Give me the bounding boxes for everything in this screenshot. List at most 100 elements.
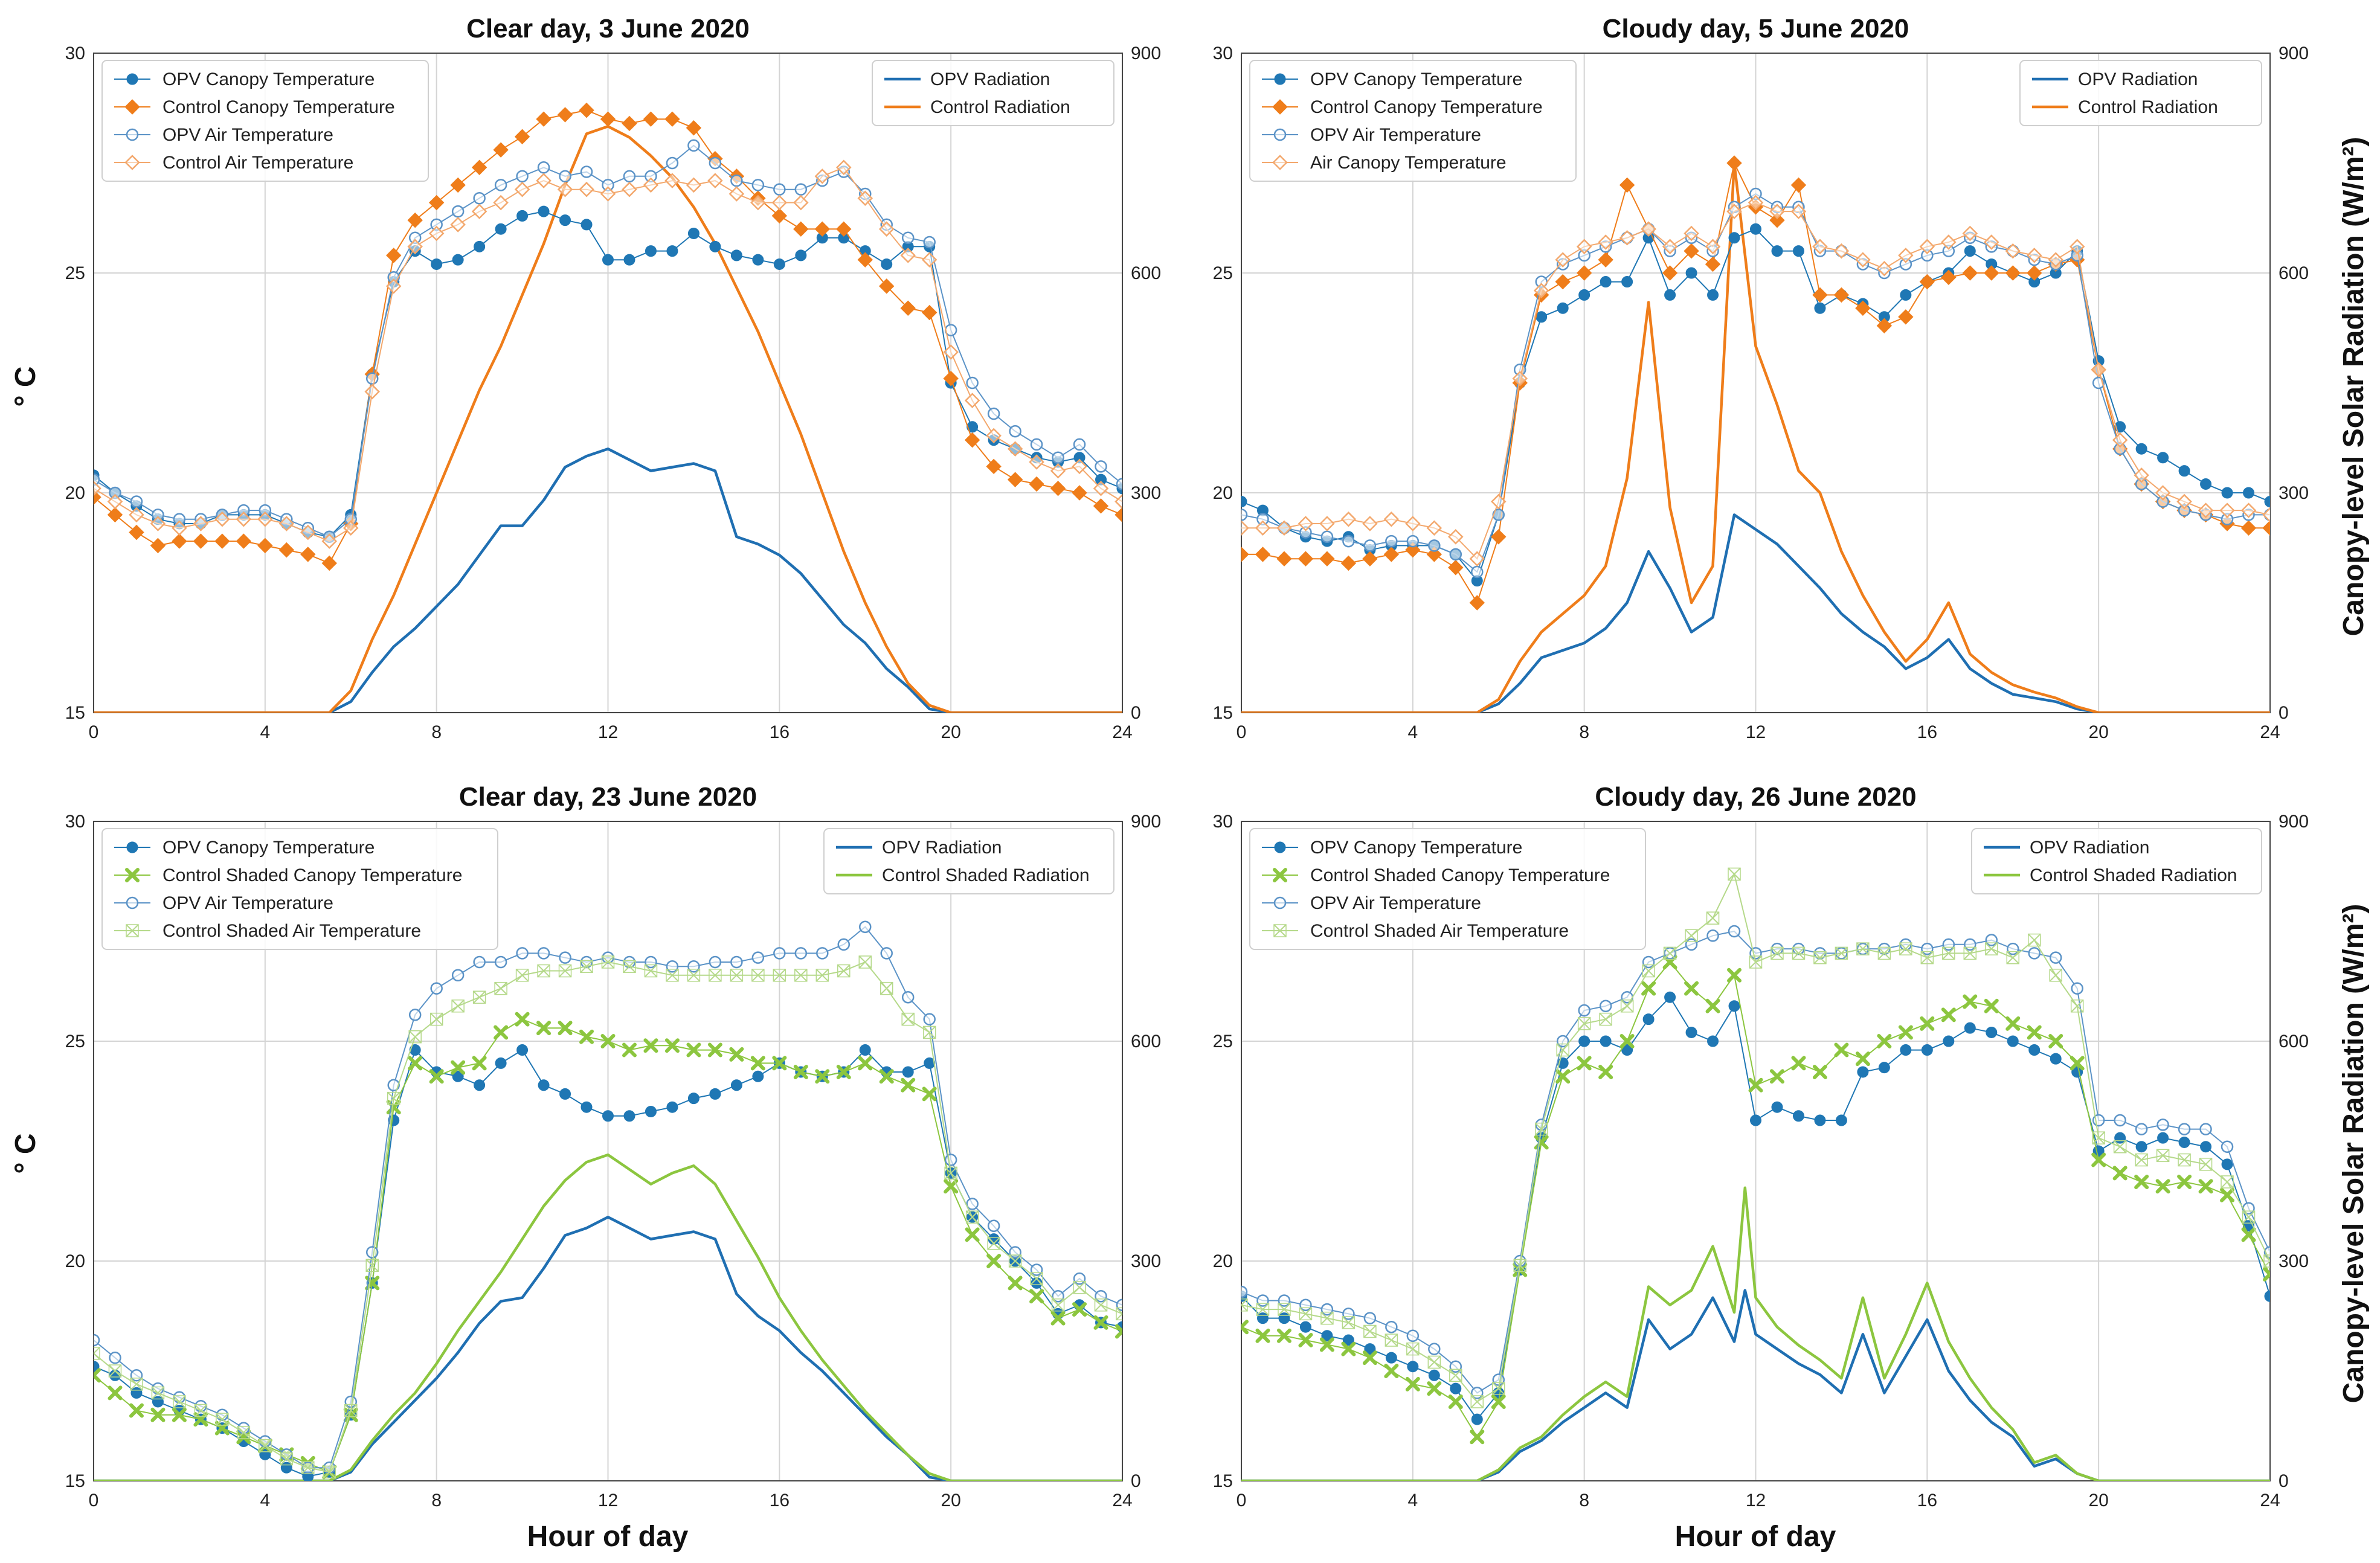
data-point-control-air-temperature bbox=[236, 511, 252, 527]
y-right-tick-label: 900 bbox=[1131, 43, 1161, 63]
data-point-opv-air-temperature bbox=[473, 955, 486, 969]
data-point-opv-air-temperature bbox=[2028, 947, 2041, 960]
data-point-opv-canopy-temperature bbox=[752, 1070, 764, 1082]
x-tick-label: 4 bbox=[260, 722, 270, 742]
data-point-opv-air-temperature bbox=[666, 156, 679, 170]
data-point-opv-canopy-temperature bbox=[687, 1093, 700, 1105]
data-point-control-shaded-air-temperature bbox=[1513, 1259, 1526, 1273]
y-right-tick-label: 600 bbox=[2279, 263, 2309, 283]
data-point-opv-canopy-temperature bbox=[1900, 289, 1912, 301]
data-point-control-air-temperature bbox=[1072, 458, 1087, 475]
data-point-control-shaded-air-temperature bbox=[794, 969, 808, 982]
data-point-control-shaded-air-temperature bbox=[301, 1461, 315, 1474]
data-point-opv-air-temperature bbox=[1642, 955, 1655, 969]
data-point-control-shaded-canopy-temperature bbox=[1877, 1034, 1892, 1048]
data-point-control-shaded-air-temperature bbox=[1363, 1324, 1377, 1338]
legend-radiation: OPV Radiation Control Radiation bbox=[2019, 60, 2262, 126]
data-point-air-canopy-temperature bbox=[1769, 204, 1785, 219]
data-point-control-shaded-air-temperature bbox=[901, 1012, 915, 1026]
data-point-control-canopy-temperature bbox=[836, 221, 852, 237]
data-point-control-canopy-temperature bbox=[1812, 287, 1828, 303]
data-point-air-canopy-temperature bbox=[2198, 502, 2214, 518]
data-point-opv-air-temperature bbox=[1278, 1294, 1291, 1307]
y-right-tick-label: 0 bbox=[1131, 703, 1141, 723]
data-point-control-shaded-canopy-temperature bbox=[1727, 968, 1742, 983]
data-point-opv-canopy-temperature bbox=[1428, 1369, 1440, 1381]
data-point-control-shaded-air-temperature bbox=[601, 955, 615, 969]
data-point-control-shaded-air-temperature bbox=[2199, 1158, 2213, 1171]
y-right-tick-label: 900 bbox=[2279, 43, 2309, 63]
legend-entry-opv-air-temperature: OPV Air Temperature bbox=[162, 893, 333, 913]
data-point-control-shaded-air-temperature bbox=[837, 964, 851, 978]
legend-marker-control-air-temperature bbox=[124, 155, 140, 170]
data-point-opv-canopy-temperature bbox=[2178, 1136, 2190, 1148]
data-point-control-shaded-canopy-temperature bbox=[600, 1034, 616, 1048]
data-point-opv-air-temperature bbox=[709, 156, 722, 170]
data-point-control-air-temperature bbox=[385, 278, 402, 294]
data-point-air-canopy-temperature bbox=[1984, 234, 1999, 250]
legend-marker-control-canopy-temperature bbox=[124, 99, 140, 115]
data-point-control-shaded-air-temperature bbox=[94, 1347, 100, 1360]
data-point-control-shaded-canopy-temperature bbox=[1705, 998, 1720, 1013]
data-point-control-air-temperature bbox=[193, 516, 209, 531]
y-left-tick-label: 30 bbox=[65, 812, 85, 832]
data-point-control-air-temperature bbox=[343, 520, 359, 536]
data-point-control-canopy-temperature bbox=[771, 208, 788, 224]
data-point-control-shaded-air-temperature bbox=[965, 1210, 979, 1224]
data-point-control-air-temperature bbox=[536, 173, 552, 188]
x-tick-label: 24 bbox=[2260, 722, 2280, 742]
data-point-opv-air-temperature bbox=[2071, 982, 2083, 995]
x-tick-label: 4 bbox=[1407, 1491, 1418, 1510]
data-point-opv-air-temperature bbox=[1073, 1272, 1086, 1285]
data-point-control-shaded-air-temperature bbox=[1835, 946, 1848, 960]
data-point-control-shaded-canopy-temperature bbox=[1362, 1350, 1377, 1366]
data-point-opv-canopy-temperature bbox=[687, 227, 700, 239]
data-point-control-air-temperature bbox=[107, 493, 123, 510]
data-point-control-shaded-canopy-temperature bbox=[1748, 1077, 1763, 1093]
data-point-air-canopy-temperature bbox=[1855, 252, 1871, 268]
data-point-control-shaded-canopy-temperature bbox=[214, 1420, 230, 1436]
data-point-opv-air-temperature bbox=[580, 165, 593, 178]
legend-entry-control-shaded-canopy-temperature: Control Shaded Canopy Temperature bbox=[162, 865, 462, 885]
data-point-control-shaded-air-temperature bbox=[730, 969, 744, 982]
data-point-air-canopy-temperature bbox=[1919, 239, 1935, 255]
data-point-control-shaded-air-temperature bbox=[2113, 1140, 2127, 1154]
data-point-opv-canopy-temperature bbox=[1750, 1114, 1761, 1126]
data-point-control-canopy-temperature bbox=[407, 212, 423, 228]
data-point-control-shaded-canopy-temperature bbox=[193, 1412, 208, 1427]
data-point-opv-canopy-temperature bbox=[881, 258, 893, 270]
x-tick-label: 8 bbox=[431, 1491, 442, 1510]
data-point-opv-canopy-temperature bbox=[1557, 302, 1569, 314]
data-point-opv-canopy-temperature bbox=[1407, 1361, 1419, 1373]
data-point-opv-air-temperature bbox=[1621, 990, 1633, 1004]
data-point-opv-canopy-temperature bbox=[1964, 1022, 1976, 1034]
data-point-control-shaded-air-temperature bbox=[259, 1439, 272, 1452]
plot-frame bbox=[93, 821, 1123, 1481]
legend-entry-control-shaded-air-temperature: Control Shaded Air Temperature bbox=[162, 921, 421, 941]
data-point-control-canopy-temperature bbox=[300, 547, 316, 562]
data-point-opv-canopy-temperature bbox=[1600, 276, 1612, 288]
data-point-control-canopy-temperature bbox=[1941, 269, 1957, 285]
data-point-control-canopy-temperature bbox=[1598, 252, 1613, 268]
data-point-air-canopy-temperature bbox=[1405, 516, 1421, 531]
data-point-control-shaded-air-temperature bbox=[1985, 942, 1998, 955]
data-point-control-air-temperature bbox=[921, 252, 938, 268]
legend-entry-opv-radiation: OPV Radiation bbox=[930, 69, 1050, 89]
data-point-control-shaded-air-temperature bbox=[666, 969, 679, 982]
legend-entry-control-radiation: Control Radiation bbox=[2078, 97, 2218, 117]
data-point-control-shaded-air-temperature bbox=[1706, 911, 1720, 925]
data-point-air-canopy-temperature bbox=[2155, 485, 2171, 501]
data-point-control-shaded-air-temperature bbox=[1094, 1298, 1108, 1312]
data-point-control-shaded-air-temperature bbox=[751, 969, 765, 982]
data-point-control-shaded-air-temperature bbox=[344, 1404, 358, 1417]
data-point-opv-canopy-temperature bbox=[2050, 1053, 2062, 1065]
data-point-air-canopy-temperature bbox=[1941, 234, 1957, 250]
data-point-control-shaded-canopy-temperature bbox=[1791, 1056, 1806, 1071]
legend-marker-control-shaded-canopy-temperature bbox=[1273, 868, 1287, 882]
data-point-control-canopy-temperature bbox=[2005, 265, 2021, 281]
data-point-control-air-temperature bbox=[750, 194, 766, 211]
data-point-opv-air-temperature bbox=[559, 170, 571, 183]
data-point-control-canopy-temperature bbox=[2262, 520, 2270, 536]
y-right-tick-label: 0 bbox=[1131, 1471, 1141, 1491]
data-point-opv-canopy-temperature bbox=[859, 1044, 871, 1056]
